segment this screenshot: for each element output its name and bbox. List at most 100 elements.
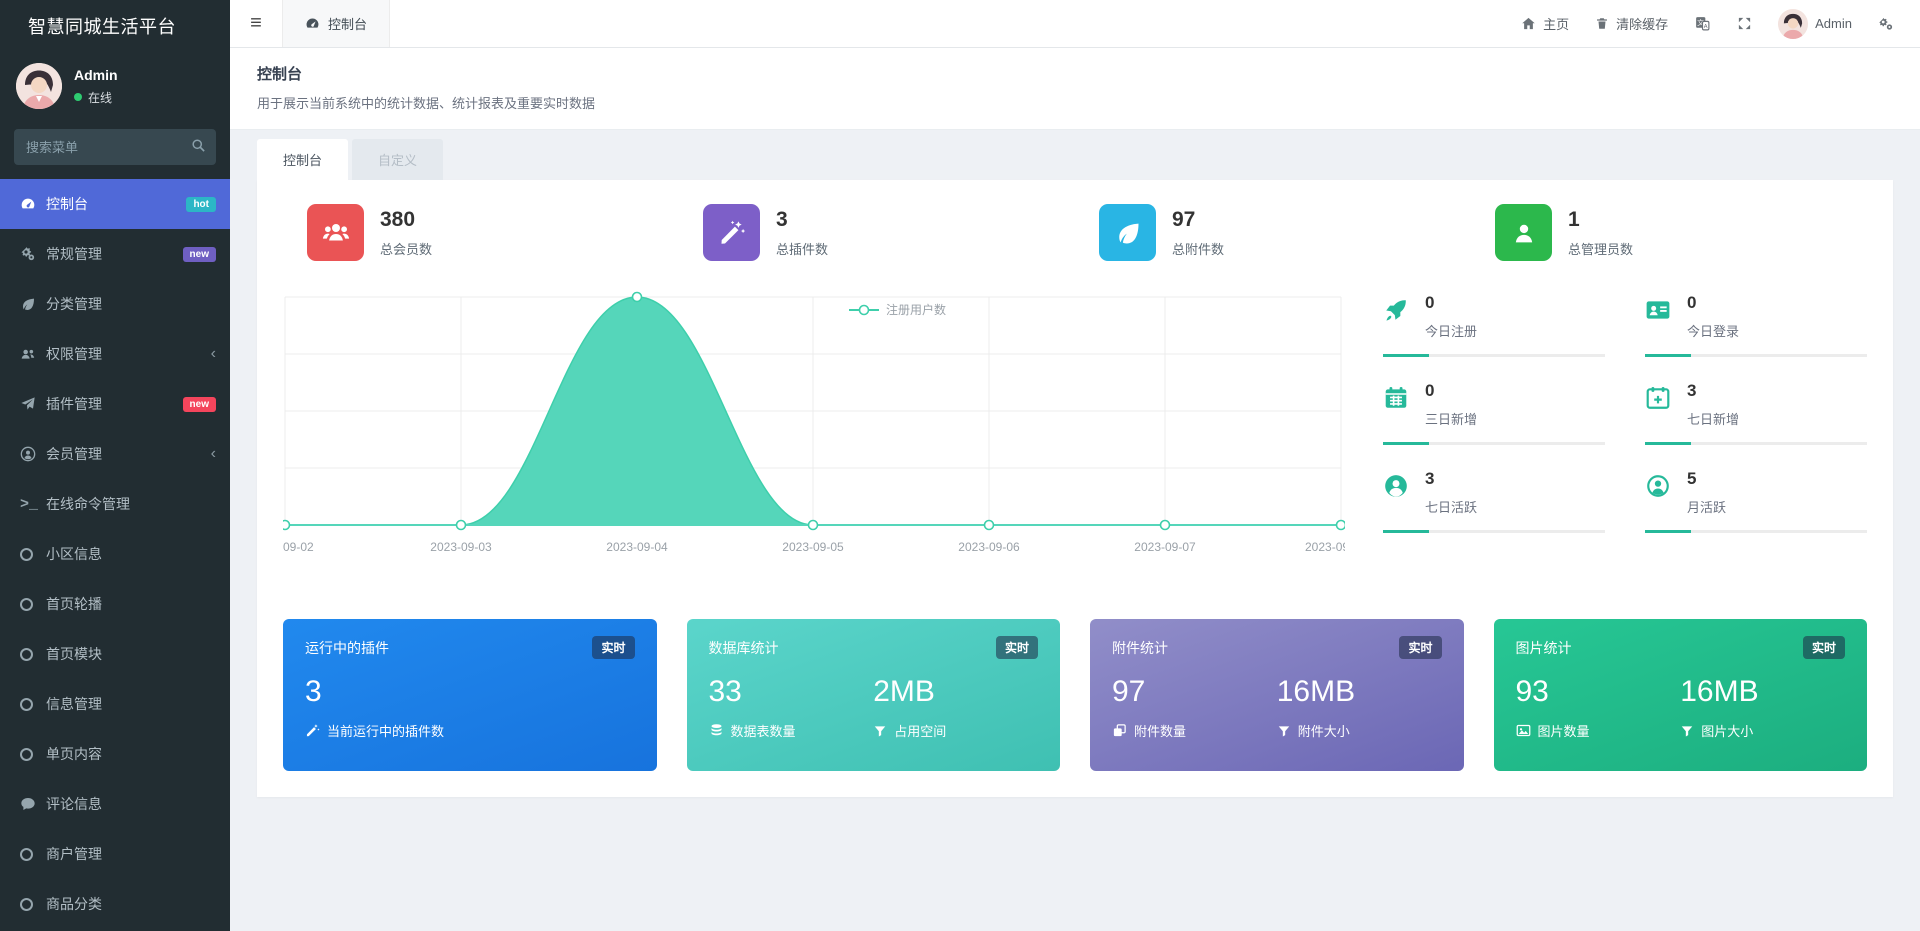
mini-stat-month-active: 5 月活跃 xyxy=(1645,469,1867,533)
sidebar-item-label: 常规管理 xyxy=(46,246,102,262)
axis-tick-label: 2023-09-04 xyxy=(606,540,668,554)
sidebar-item-plugins[interactable]: 插件管理 new xyxy=(0,379,230,429)
database-icon xyxy=(711,724,721,736)
search-input[interactable] xyxy=(14,129,216,165)
user-icon xyxy=(20,446,46,462)
sidebar-item-general-settings[interactable]: 常规管理 new xyxy=(0,229,230,279)
sidebar-item-label: 单页内容 xyxy=(46,746,102,762)
user-circle-outline-icon xyxy=(1645,469,1671,504)
image-icon xyxy=(1516,724,1530,737)
stat-total-plugins: 3 总插件数 xyxy=(679,204,1075,261)
stat-value: 1 xyxy=(1568,207,1580,231)
clear-cache-button[interactable]: 清除缓存 xyxy=(1595,14,1668,33)
sidebar-item-label: 控制台 xyxy=(46,196,88,212)
svg-text:文: 文 xyxy=(1697,18,1704,27)
avatar[interactable] xyxy=(16,63,62,109)
sidebar-item-label: 在线命令管理 xyxy=(46,496,130,512)
mini-stat-bar xyxy=(1383,530,1605,533)
home-link[interactable]: 主页 xyxy=(1521,14,1569,33)
trash-icon xyxy=(1597,18,1608,29)
card-value-label: 数据表数量 xyxy=(730,724,796,739)
sidebar-item-online-commands[interactable]: >_ 在线命令管理 xyxy=(0,479,230,529)
navbar-user[interactable]: Admin xyxy=(1778,8,1852,39)
tab-custom[interactable]: 自定义 xyxy=(352,139,444,180)
chart-legend[interactable]: 注册用户数 xyxy=(849,302,946,317)
terminal-icon: >_ xyxy=(20,495,39,513)
leaf-icon xyxy=(1099,204,1156,261)
sidebar-item-label: 首页轮播 xyxy=(46,596,102,612)
card-database-stats: 数据库统计 实时 33 数据表数量 2MB xyxy=(686,619,1060,771)
sidebar-item-label: 信息管理 xyxy=(46,696,102,712)
axis-tick-label: 09-02 xyxy=(283,540,314,554)
user-info: Admin 在线 xyxy=(74,67,118,106)
circle-icon xyxy=(20,697,46,711)
mini-stat-today-login: 0 今日登录 xyxy=(1645,293,1867,357)
sidebar-item-comments[interactable]: 评论信息 xyxy=(0,779,230,829)
stat-value: 380 xyxy=(380,207,416,231)
stat-total-attachments: 97 总附件数 xyxy=(1075,204,1471,261)
search-icon[interactable] xyxy=(191,138,206,156)
mini-stat-label: 今日登录 xyxy=(1687,324,1740,339)
sidebar-item-home-modules[interactable]: 首页模块 xyxy=(0,629,230,679)
content-tabs: 控制台 自定义 xyxy=(230,130,1920,180)
page-subtitle: 用于展示当前系统中的统计数据、统计报表及重要实时数据 xyxy=(257,96,596,111)
registered-users-chart[interactable]: 注册用户数 09-02 2023-09-03 2023-09-04 2023-0… xyxy=(283,289,1345,589)
stat-total-admins: 1 总管理员数 xyxy=(1471,204,1867,261)
sidebar-item-members[interactable]: 会员管理 ‹ xyxy=(0,429,230,479)
mini-stat-value: 0 xyxy=(1425,381,1435,400)
mini-stat-value: 3 xyxy=(1687,381,1697,400)
user-panel: Admin 在线 xyxy=(0,55,230,121)
card-value: 3 xyxy=(305,675,322,708)
sidebar-item-info-management[interactable]: 信息管理 xyxy=(0,679,230,729)
sidebar-item-product-categories[interactable]: 商品分类 xyxy=(0,879,230,929)
fullscreen-icon[interactable] xyxy=(1737,16,1752,31)
hamburger-menu-icon[interactable]: ≡ xyxy=(250,12,262,34)
home-icon xyxy=(1522,17,1535,30)
card-value-label: 附件数量 xyxy=(1134,724,1187,739)
axis-tick-label: 2023-09-05 xyxy=(782,540,844,554)
mini-stat-bar xyxy=(1383,354,1605,357)
card-title: 运行中的插件 xyxy=(305,639,389,656)
mini-stat-value: 0 xyxy=(1425,293,1435,312)
sidebar-item-label: 权限管理 xyxy=(46,346,102,362)
realtime-badge: 实时 xyxy=(592,636,635,659)
sidebar-item-label: 会员管理 xyxy=(46,446,102,462)
tab-dashboard[interactable]: 控制台 xyxy=(257,139,349,180)
mini-stat-value: 3 xyxy=(1425,469,1435,488)
sidebar-item-category[interactable]: 分类管理 xyxy=(0,279,230,329)
mini-stat-bar xyxy=(1383,442,1605,445)
leaf-icon xyxy=(20,296,46,312)
sidebar-item-label: 分类管理 xyxy=(46,296,102,312)
stat-label: 总会员数 xyxy=(380,241,433,257)
middle-row: 注册用户数 09-02 2023-09-03 2023-09-04 2023-0… xyxy=(283,289,1867,589)
comment-icon xyxy=(20,796,46,812)
stat-value: 97 xyxy=(1172,207,1196,231)
stat-label: 总插件数 xyxy=(776,241,829,257)
mini-stats-grid: 0 今日注册 0 今日登录 xyxy=(1383,289,1867,589)
sidebar-item-community-info[interactable]: 小区信息 xyxy=(0,529,230,579)
circle-icon xyxy=(20,847,46,861)
card-attachment-stats: 附件统计 实时 97 附件数量 16MB xyxy=(1090,619,1464,771)
card-value2: 16MB xyxy=(1276,675,1356,708)
sidebar-item-merchants[interactable]: 商户管理 xyxy=(0,829,230,879)
x-axis-labels: 09-02 2023-09-03 2023-09-04 2023-09-05 2… xyxy=(283,540,1345,554)
settings-gears-icon[interactable] xyxy=(1878,16,1894,32)
sidebar-item-label: 插件管理 xyxy=(46,396,102,412)
mini-stat-label: 月活跃 xyxy=(1687,500,1727,515)
card-value: 93 xyxy=(1515,675,1549,708)
mini-stat-bar xyxy=(1645,354,1867,357)
sidebar-item-single-page[interactable]: 单页内容 xyxy=(0,729,230,779)
stat-value: 3 xyxy=(776,207,788,231)
page-title: 控制台 xyxy=(257,66,303,83)
navbar-tab-dashboard[interactable]: 控制台 xyxy=(282,0,391,47)
chart-grid xyxy=(284,296,1342,526)
card-value2: 16MB xyxy=(1680,675,1759,708)
sidebar-item-permissions[interactable]: 权限管理 ‹ xyxy=(0,329,230,379)
sidebar-item-dashboard[interactable]: 控制台 hot xyxy=(0,179,230,229)
sidebar-item-home-carousel[interactable]: 首页轮播 xyxy=(0,579,230,629)
magic-wand-icon xyxy=(703,204,760,261)
gears-icon xyxy=(20,246,46,262)
sidebar-item-label: 商品分类 xyxy=(46,896,102,912)
